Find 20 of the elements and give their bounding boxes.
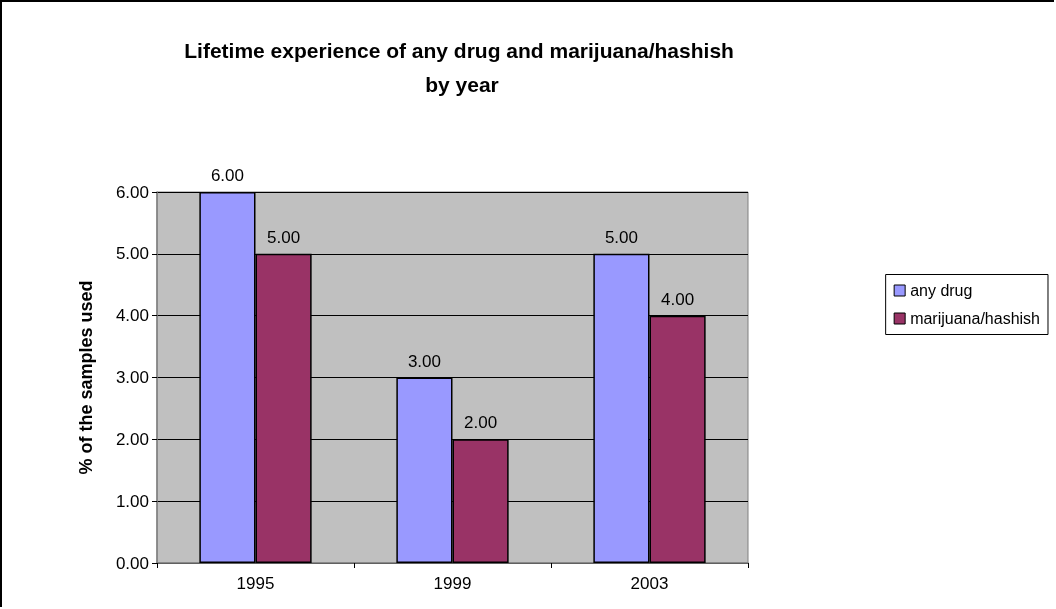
y-tick-label: 2.00 (115, 429, 149, 449)
legend-label: marijuana/hashish (910, 310, 1041, 327)
data-label: 2.00 (464, 413, 498, 433)
x-tick-label: 2003 (630, 574, 669, 593)
data-label: 5.00 (604, 227, 638, 247)
x-tick-label: 1999 (433, 574, 472, 593)
legend-label: any drug (910, 282, 973, 299)
y-tick-label: 4.00 (115, 306, 149, 326)
data-label: 4.00 (661, 289, 695, 309)
y-tick-label: 3.00 (115, 368, 149, 387)
y-tick-label: 5.00 (115, 244, 149, 264)
data-label: 3.00 (407, 351, 441, 371)
data-label: 5.00 (267, 227, 301, 247)
y-tick-label: 0.00 (115, 553, 149, 573)
data-label: 6.00 (210, 166, 244, 185)
y-tick-label: 1.00 (115, 491, 149, 511)
y-tick-label: 6.00 (115, 182, 149, 202)
x-tick-label: 1995 (236, 574, 275, 593)
chart-title: Lifetime experience of any drug and marijuana/hashish by year (184, 38, 740, 96)
y-axis-title: % of the samples used (76, 280, 96, 475)
